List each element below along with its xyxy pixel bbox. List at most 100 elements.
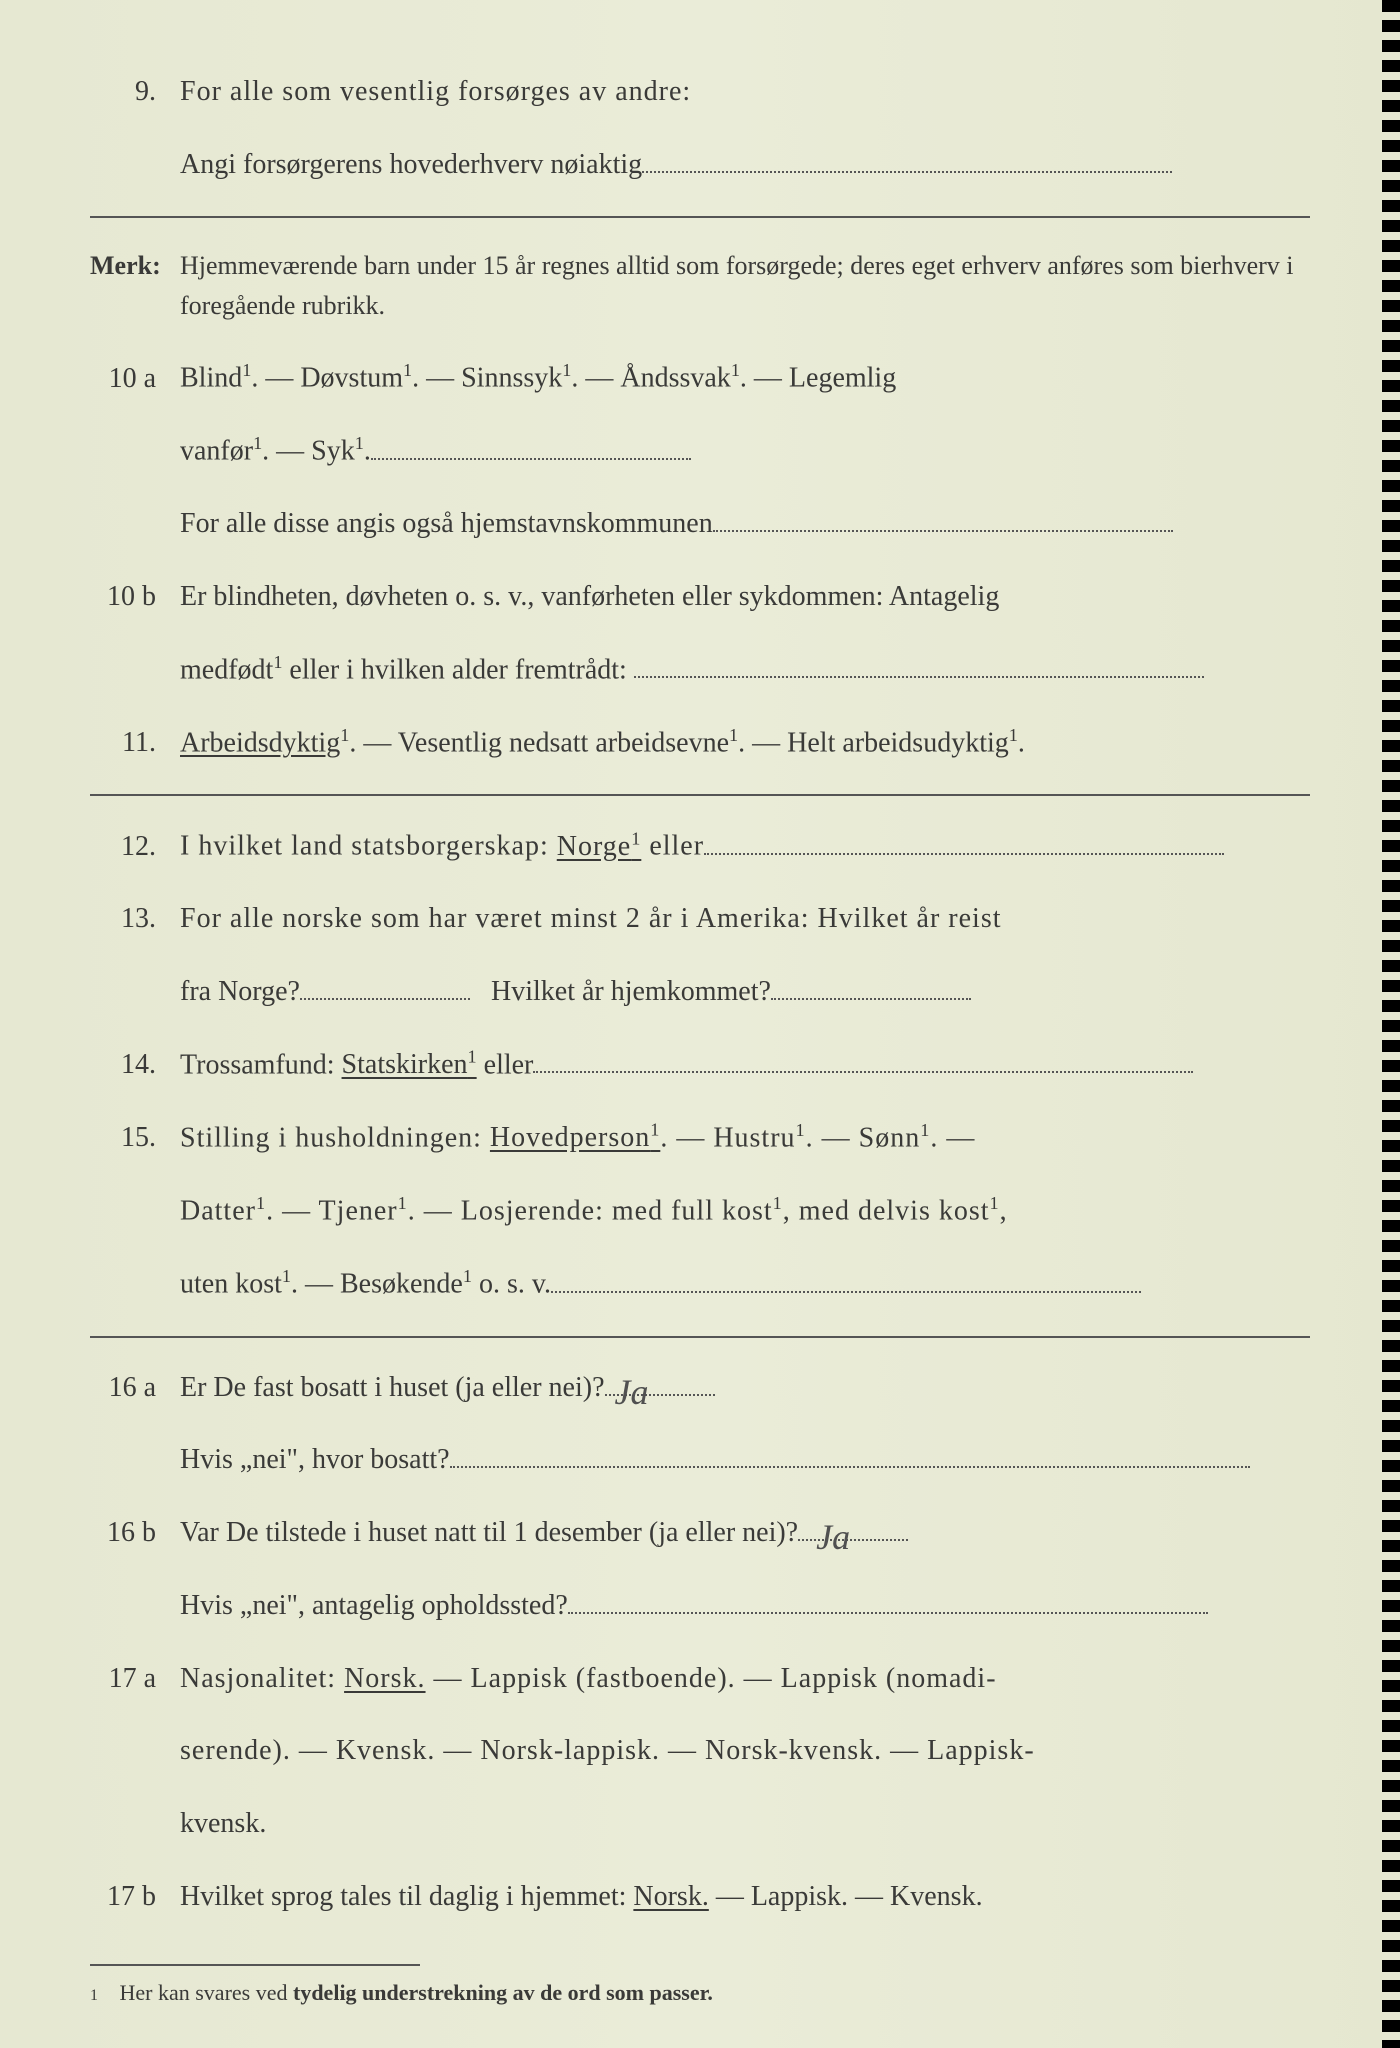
footnote: 1 Her kan svares ved tydelig understrekn…	[90, 1980, 1310, 2006]
q17b-text2: — Lappisk. — Kvensk.	[709, 1881, 983, 1912]
fill-line	[371, 458, 691, 460]
q16b-hvisnei: Hvis „nei", antagelig opholdssted?	[180, 1590, 568, 1621]
q16b-answer: Ja	[816, 1509, 850, 1567]
question-14: 14. Trossamfund: Statskirken1 eller	[90, 1043, 1310, 1088]
question-10a-line3: For alle disse angis også hjemstavnskomm…	[90, 502, 1310, 547]
q10a-dovstum: . — Døvstum	[251, 363, 403, 394]
question-17a-line3: kvensk.	[90, 1802, 1310, 1847]
fill-line	[704, 853, 1224, 855]
question-15: 15. Stilling i husholdningen: Hovedperso…	[90, 1116, 1310, 1161]
q17b-norsk: Norsk.	[633, 1881, 708, 1912]
q15-number: 15.	[90, 1116, 180, 1161]
fill-line	[551, 1291, 1141, 1293]
fill-line	[568, 1612, 1208, 1614]
question-10b-line2: medfødt1 eller i hvilken alder fremtrådt…	[90, 648, 1310, 693]
q10b-line1: Er blindheten, døvheten o. s. v., vanfør…	[180, 575, 1310, 620]
q13-line1: For alle norske som har været minst 2 år…	[180, 897, 1310, 942]
merk-note: Merk: Hjemmeværende barn under 15 år reg…	[90, 246, 1310, 327]
footnote-rule	[90, 1964, 420, 1966]
question-10a: 10 a Blind1. — Døvstum1. — Sinnssyk1. — …	[90, 356, 1310, 401]
question-16b: 16 b Var De tilstede i huset natt til 1 …	[90, 1511, 1310, 1556]
footnote-num: 1	[90, 1987, 98, 2004]
q14-text1: Trossamfund:	[180, 1049, 342, 1080]
question-17a: 17 a Nasjonalitet: Norsk. — Lappisk (fas…	[90, 1657, 1310, 1702]
q12-norge: Norge1	[557, 831, 642, 862]
fill-line	[300, 998, 470, 1000]
q14-statskirken: Statskirken1	[342, 1049, 477, 1080]
question-16a: 16 a Er De fast bosatt i huset (ja eller…	[90, 1366, 1310, 1411]
fill-line	[634, 676, 1204, 678]
footnote-text1: Her kan svares ved	[120, 1980, 294, 2005]
question-11: 11. Arbeidsdyktig1. — Vesentlig nedsatt …	[90, 721, 1310, 766]
question-16a-line2: Hvis „nei", hvor bosatt?	[90, 1438, 1310, 1483]
question-9: 9. For alle som vesentlig forsørges av a…	[90, 70, 1310, 115]
q10a-hjemstavn: For alle disse angis også hjemstavnskomm…	[180, 508, 713, 539]
fill-line	[533, 1071, 1193, 1073]
q16a-number: 16 a	[90, 1366, 180, 1411]
q17a-norsk: Norsk.	[344, 1663, 425, 1694]
q17a-line3: kvensk.	[180, 1802, 1310, 1847]
q10a-number: 10 a	[90, 357, 180, 402]
q15-hustru: . — Hustru	[660, 1122, 795, 1153]
fill-line	[642, 171, 1172, 173]
fill-line	[450, 1466, 1250, 1468]
q13-hjemkommet: Hvilket år hjemkommet?	[491, 976, 771, 1007]
divider	[90, 216, 1310, 218]
q15-sonn: . — Sønn	[806, 1122, 921, 1153]
question-10b: 10 b Er blindheten, døvheten o. s. v., v…	[90, 575, 1310, 620]
q10b-medfodt: medfødt	[180, 654, 273, 685]
q17a-line2: serende). — Kvensk. — Norsk-lappisk. — N…	[180, 1729, 1310, 1774]
q9-line1: For alle som vesentlig forsørges av andr…	[180, 70, 1310, 115]
q15-delvis: , med delvis kost	[783, 1196, 990, 1227]
merk-label: Merk:	[90, 246, 180, 327]
q9-number: 9.	[90, 70, 180, 115]
q17a-text1: Nasjonalitet:	[180, 1663, 344, 1694]
merk-text: Hjemmeværende barn under 15 år regnes al…	[180, 246, 1310, 327]
q12-eller: eller	[641, 831, 704, 862]
right-edge-perforation	[1382, 0, 1400, 2048]
q10a-sinnssyk: . — Sinnssyk	[412, 363, 562, 394]
q10a-blind: Blind	[180, 363, 242, 394]
footnote-bold: tydelig understrekning av de ord som pas…	[293, 1980, 713, 2005]
q15-utenkost: uten kost	[180, 1269, 282, 1300]
q15-text1: Stilling i husholdningen:	[180, 1122, 490, 1153]
q13-number: 13.	[90, 897, 180, 942]
q15-datter: Datter	[180, 1196, 256, 1227]
q14-number: 14.	[90, 1043, 180, 1088]
fill-line: Ja	[798, 1539, 908, 1541]
q9-line2-text: Angi forsørgerens hovederhverv nøiaktig	[180, 149, 642, 180]
q16b-text: Var De tilstede i huset natt til 1 desem…	[180, 1517, 798, 1548]
divider	[90, 1336, 1310, 1338]
q16a-hvisnei: Hvis „nei", hvor bosatt?	[180, 1444, 450, 1475]
q15-losjerende: . — Losjerende: med full kost	[408, 1196, 773, 1227]
question-15-line3: uten kost1. — Besøkende1 o. s. v.	[90, 1262, 1310, 1307]
q10a-vanfor: vanfør	[180, 436, 253, 467]
q11-nedsatt: . — Vesentlig nedsatt arbeidsevne	[349, 727, 729, 758]
q15-tjener: . — Tjener	[266, 1196, 398, 1227]
q10a-syk: . — Syk	[262, 436, 355, 467]
divider	[90, 794, 1310, 796]
q13-franorge: fra Norge?	[180, 976, 300, 1007]
census-form-page: 9. For alle som vesentlig forsørges av a…	[0, 0, 1400, 2048]
question-10a-line2: vanfør1. — Syk1.	[90, 429, 1310, 474]
fill-line	[713, 530, 1173, 532]
q15-besokende: . — Besøkende	[291, 1269, 463, 1300]
question-9-line2: Angi forsørgerens hovederhverv nøiaktig	[90, 143, 1310, 188]
q11-number: 11.	[90, 721, 180, 766]
q17b-text1: Hvilket sprog tales til daglig i hjemmet…	[180, 1881, 633, 1912]
q15-hovedperson: Hovedperson1	[490, 1122, 660, 1153]
fill-line	[771, 998, 971, 1000]
question-15-line2: Datter1. — Tjener1. — Losjerende: med fu…	[90, 1189, 1310, 1234]
question-16b-line2: Hvis „nei", antagelig opholdssted?	[90, 1584, 1310, 1629]
q15-osv: o. s. v.	[472, 1269, 551, 1300]
q12-number: 12.	[90, 825, 180, 870]
question-13-line2: fra Norge? Hvilket år hjemkommet?	[90, 970, 1310, 1015]
q10b-alder: eller i hvilken alder fremtrådt:	[282, 654, 626, 685]
q17b-number: 17 b	[90, 1875, 180, 1920]
q14-eller: eller	[477, 1049, 534, 1080]
question-12: 12. I hvilket land statsborgerskap: Norg…	[90, 824, 1310, 869]
question-17b: 17 b Hvilket sprog tales til daglig i hj…	[90, 1875, 1310, 1920]
fill-line: Ja	[605, 1394, 715, 1396]
q12-text1: I hvilket land statsborgerskap:	[180, 831, 557, 862]
q16b-number: 16 b	[90, 1511, 180, 1556]
